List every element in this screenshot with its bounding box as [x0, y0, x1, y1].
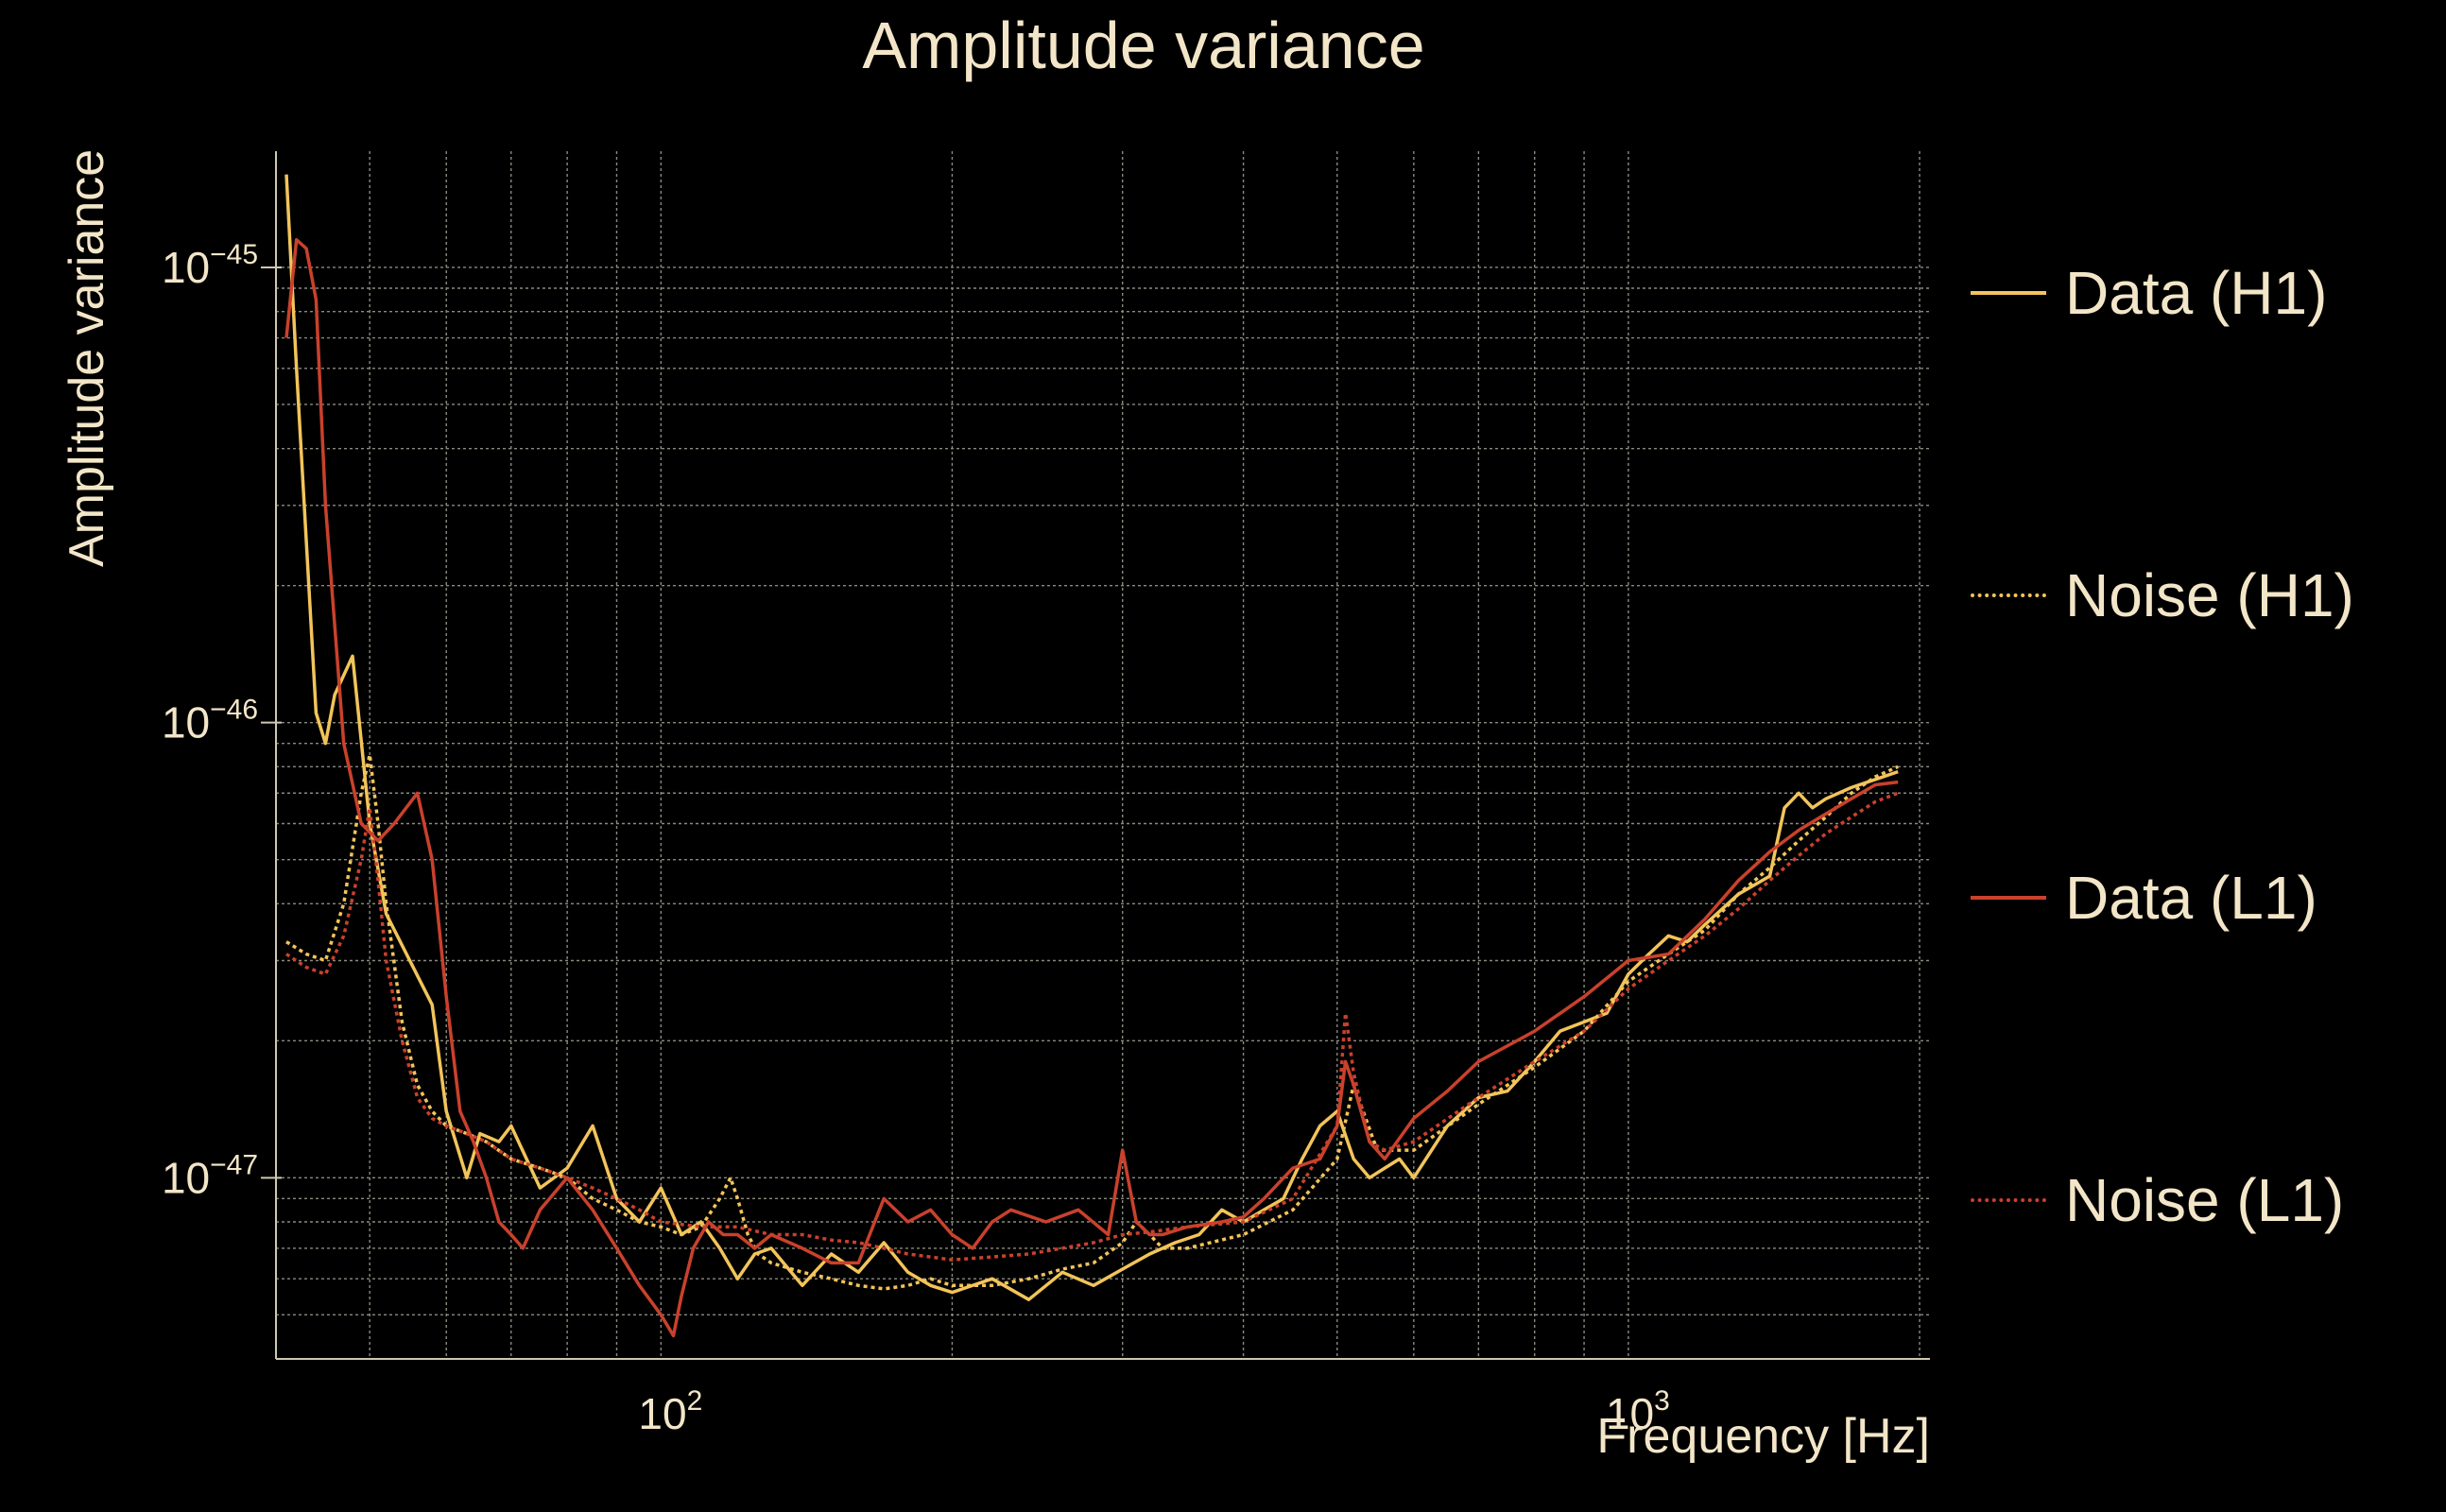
tick-labels: 10−45 10−46 10−47 102 103	[162, 239, 1670, 1438]
legend-swatch-data-l1	[1971, 896, 2046, 900]
series-line-noise-h1	[285, 752, 1899, 1291]
legend-label-noise-h1: Noise (H1)	[2065, 561, 2354, 629]
x-tick-label: 102	[638, 1385, 702, 1438]
legend-item-noise-l1: Noise (L1)	[1971, 1162, 2344, 1238]
grid-layer	[275, 151, 1930, 1360]
legend-item-data-h1: Data (H1)	[1971, 255, 2327, 331]
series-line-data-l1	[284, 237, 1899, 1338]
x-axis-label: Frequency [Hz]	[1596, 1409, 1930, 1464]
axes-frame	[261, 151, 1930, 1360]
legend-swatch-data-h1	[1971, 291, 2046, 295]
y-axis-label: Amplitude variance	[60, 148, 114, 567]
x-tick-label: 103	[1606, 1385, 1670, 1438]
legend-item-noise-h1: Noise (H1)	[1971, 558, 2354, 633]
y-tick-label: 10−46	[162, 695, 258, 747]
y-tick-label: 10−45	[162, 239, 258, 292]
legend-swatch-noise-h1	[1971, 593, 2046, 597]
legend-label-data-h1: Data (H1)	[2065, 259, 2328, 327]
legend-label-data-l1: Data (L1)	[2065, 864, 2317, 932]
legend-item-data-l1: Data (L1)	[1971, 860, 2317, 936]
legend-label-noise-l1: Noise (L1)	[2065, 1166, 2345, 1234]
series-line-data-h1	[284, 174, 1899, 1301]
y-tick-label: 10−47	[162, 1149, 258, 1202]
series-layer	[284, 174, 1899, 1338]
chart-title: Amplitude variance	[862, 9, 1425, 82]
legend-swatch-noise-l1	[1971, 1198, 2046, 1202]
series-line-noise-l1	[285, 791, 1899, 1262]
